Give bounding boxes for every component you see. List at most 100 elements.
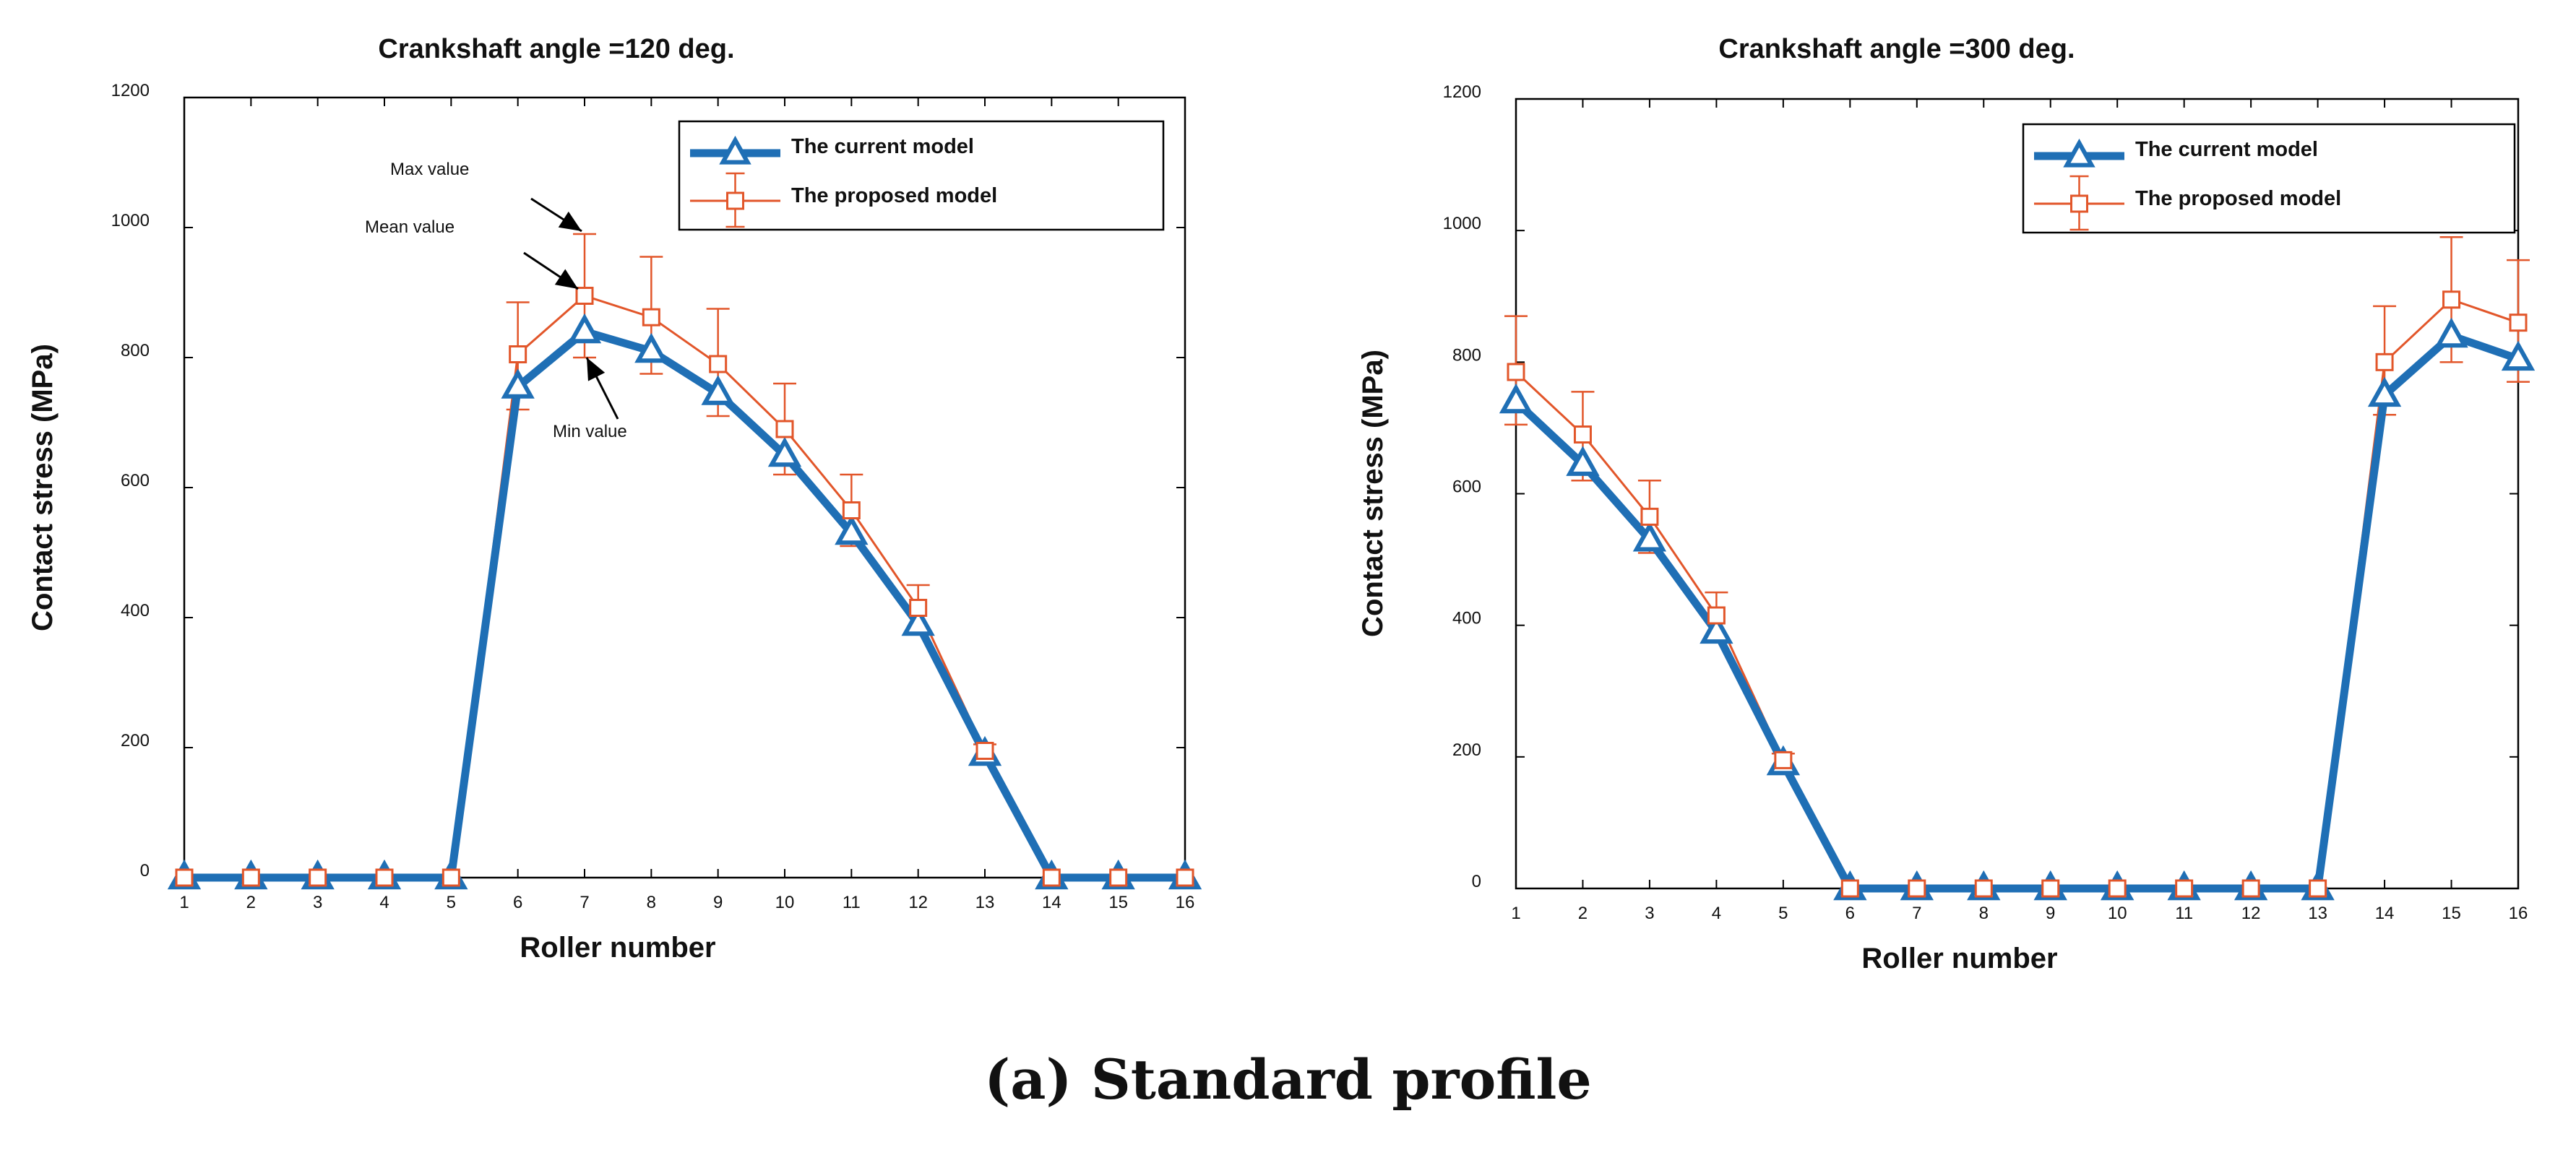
y-tick-label: 800 [1452,345,1481,365]
x-tick-label: 6 [1845,904,1855,923]
point-proposed [1908,879,1926,898]
x-tick-label: 7 [580,893,589,912]
point-current [2367,376,2402,407]
x-tick-label: 2 [246,893,256,912]
x-tick-label: 9 [2046,904,2055,923]
point-proposed [1507,363,1525,381]
x-tick-label: 13 [2308,904,2327,923]
legend-marker-current [719,135,751,165]
point-proposed [2442,290,2461,309]
point-current [767,436,802,467]
point-proposed [2375,352,2394,371]
point-current [701,375,735,405]
point-proposed [1974,879,1993,898]
legend: The current model The proposed model [2022,123,2516,234]
point-proposed [1640,507,1659,526]
x-tick-label: 10 [775,893,795,912]
x-tick-label: 12 [908,893,928,912]
point-proposed [1176,868,1194,887]
point-current [501,368,535,399]
x-tick-label: 8 [647,893,656,912]
point-proposed [2241,879,2260,898]
legend-box [678,120,1165,231]
x-tick-label: 5 [447,893,456,912]
point-current [567,313,602,344]
x-tick-label: 11 [843,893,861,912]
x-tick-label: 4 [1712,904,1721,923]
legend-label-proposed: The proposed model [791,184,997,207]
x-tick-label: 5 [1778,904,1788,923]
series-line-current [184,327,1185,882]
point-proposed [642,308,660,326]
point-current [901,605,935,636]
series-line-proposed [184,294,1185,879]
x-tick-label: 3 [1645,904,1654,923]
legend-label-current: The current model [791,135,974,158]
chart-title: Crankshaft angle =120 deg. [378,34,734,64]
point-proposed [241,868,260,887]
x-tick-label: 7 [1912,904,1921,923]
point-proposed [1573,425,1592,444]
legend-marker-current [2063,138,2095,168]
point-current [1566,446,1600,476]
point-proposed [2309,879,2327,898]
y-axis-label: Contact stress (MPa) [27,344,59,631]
x-tick-label: 6 [513,893,522,912]
point-proposed [309,868,327,887]
x-tick-label: 16 [1176,893,1195,912]
y-tick-label: 600 [121,471,150,490]
x-tick-label: 15 [1108,893,1128,912]
annotation-label: Max value [390,160,469,179]
y-tick-label: 400 [121,601,150,620]
point-proposed [441,868,460,887]
y-tick-label: 1000 [111,211,150,230]
y-tick-label: 0 [140,861,150,881]
legend-marker-proposed [2070,194,2088,213]
y-tick-label: 1200 [1443,82,1481,102]
point-proposed [842,501,861,519]
point-current [1632,522,1667,552]
x-tick-label: 8 [1979,904,1989,923]
x-tick-label: 4 [379,893,389,912]
x-axis-label: Roller number [520,932,715,964]
point-proposed [375,868,394,887]
point-proposed [775,420,794,438]
point-proposed [175,868,194,887]
point-current [2501,340,2536,371]
point-current [1499,383,1533,414]
y-tick-label: 800 [121,341,150,360]
point-proposed [1707,606,1726,625]
x-tick-label: 12 [2241,904,2261,923]
x-tick-label: 15 [2442,904,2461,923]
annotation-label: Mean value [365,217,455,237]
x-tick-label: 10 [2108,904,2127,923]
y-tick-label: 1200 [111,81,150,100]
legend-marker-proposed [726,191,744,210]
y-tick-label: 600 [1452,477,1481,497]
point-current [2434,317,2468,348]
x-tick-label: 13 [975,893,995,912]
point-current [1700,613,1733,644]
x-tick-label: 16 [2509,904,2528,923]
x-tick-label: 14 [2375,904,2395,923]
point-current [634,332,668,363]
point-proposed [575,287,594,305]
point-proposed [1774,750,1793,769]
series-line-current [1513,332,2520,893]
x-tick-label: 2 [1578,904,1588,923]
x-tick-label: 1 [1511,904,1520,923]
point-proposed [975,742,994,760]
point-proposed [709,355,728,373]
chart-title: Crankshaft angle =300 deg. [1718,34,2075,64]
y-tick-label: 1000 [1443,214,1481,233]
y-tick-label: 200 [121,731,150,750]
x-tick-label: 11 [2175,904,2193,923]
chart-crankshaft-300: Crankshaft angle =300 deg. Roller number C… [1357,34,2536,974]
x-tick-label: 14 [1042,893,1061,912]
x-axis-label: Roller number [1861,943,2057,974]
y-tick-label: 0 [1472,872,1481,891]
point-proposed [2041,879,2060,898]
point-proposed [509,345,527,363]
point-current [835,514,869,545]
